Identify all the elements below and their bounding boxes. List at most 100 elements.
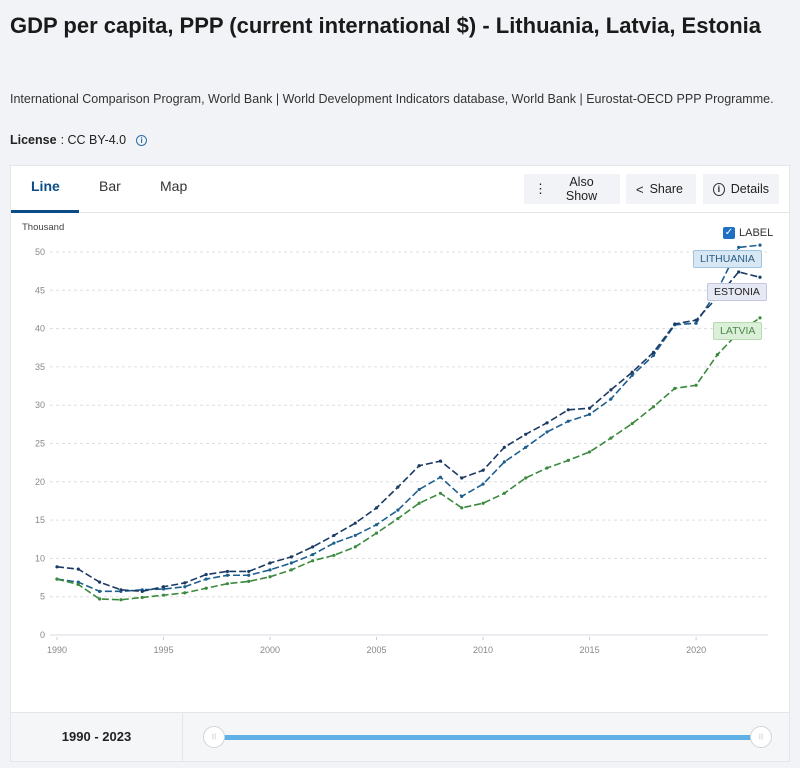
data-point-lithuania bbox=[481, 482, 485, 486]
data-point-latvia bbox=[183, 591, 187, 595]
data-point-latvia bbox=[438, 491, 443, 495]
tab-map[interactable]: Map bbox=[160, 178, 188, 194]
share-button[interactable]: < Share bbox=[626, 174, 696, 204]
y-tick-label: 30 bbox=[35, 400, 45, 410]
data-point-latvia bbox=[630, 421, 634, 426]
y-tick-labels: 0 5 10 15 20 25 30 35 40 45 50 bbox=[35, 247, 45, 640]
data-point-estonia bbox=[460, 476, 464, 480]
y-tick-label: 40 bbox=[35, 324, 45, 334]
data-point-lithuania bbox=[758, 243, 762, 247]
data-point-latvia bbox=[715, 353, 719, 357]
y-tick-label: 50 bbox=[35, 247, 45, 257]
license-value: : CC BY-4.0 bbox=[60, 133, 127, 147]
data-point-estonia bbox=[630, 370, 634, 374]
data-point-lithuania bbox=[161, 587, 166, 591]
chart-tabs: Line Bar Map ⋮ Also Show < Share i Detai… bbox=[11, 166, 789, 213]
details-label: Details bbox=[730, 182, 769, 196]
data-point-lithuania bbox=[524, 445, 528, 449]
year-range-text: 1990 - 2023 bbox=[11, 713, 183, 761]
data-point-latvia bbox=[587, 450, 592, 454]
data-point-estonia bbox=[332, 533, 336, 538]
data-point-estonia bbox=[737, 270, 741, 274]
data-point-latvia bbox=[140, 595, 144, 600]
data-point-latvia bbox=[98, 597, 102, 601]
series-line-latvia bbox=[56, 317, 761, 601]
data-point-latvia bbox=[545, 466, 549, 470]
details-button[interactable]: i Details bbox=[703, 174, 779, 204]
data-point-estonia bbox=[566, 408, 570, 412]
year-range-slider-track[interactable] bbox=[221, 735, 769, 740]
info-icon[interactable]: i bbox=[136, 134, 148, 146]
y-tick-label: 20 bbox=[35, 477, 45, 487]
data-point-estonia bbox=[119, 588, 123, 592]
tab-bar[interactable]: Bar bbox=[99, 178, 121, 194]
data-point-latvia bbox=[289, 568, 293, 572]
data-point-lithuania bbox=[737, 245, 741, 250]
data-point-latvia bbox=[225, 582, 230, 586]
active-tab-indicator bbox=[11, 210, 79, 213]
data-point-estonia bbox=[55, 565, 59, 569]
data-point-latvia bbox=[204, 586, 208, 590]
data-point-estonia bbox=[247, 569, 251, 574]
data-point-lithuania bbox=[609, 397, 613, 401]
data-point-estonia bbox=[311, 545, 315, 549]
label-toggle-text: LABEL bbox=[739, 227, 774, 239]
data-point-estonia bbox=[524, 432, 528, 436]
data-point-lithuania bbox=[289, 561, 293, 565]
label-toggle[interactable]: ✓ LABEL bbox=[723, 227, 773, 239]
data-point-lithuania bbox=[651, 353, 656, 358]
data-point-estonia bbox=[374, 506, 379, 510]
license-line: License : CC BY-4.0 i bbox=[10, 133, 148, 147]
x-tick-label: 2020 bbox=[686, 645, 706, 655]
data-point-lithuania bbox=[694, 321, 698, 325]
label-checkbox[interactable]: ✓ bbox=[723, 227, 735, 239]
data-point-lithuania bbox=[353, 533, 357, 538]
range-start-handle[interactable]: ||| bbox=[203, 726, 225, 748]
data-point-latvia bbox=[481, 501, 485, 505]
x-tick-label: 2000 bbox=[260, 645, 280, 655]
range-footer: 1990 - 2023 ||| ||| bbox=[10, 713, 790, 762]
series-line-lithuania bbox=[56, 244, 761, 593]
data-point-lithuania bbox=[438, 475, 443, 479]
also-show-label: Also Show bbox=[565, 175, 598, 203]
data-point-latvia bbox=[609, 436, 613, 440]
series-label-lithuania: LITHUANIA bbox=[693, 250, 762, 268]
x-tick-label: 2010 bbox=[473, 645, 493, 655]
data-point-latvia bbox=[524, 476, 528, 480]
data-point-lithuania bbox=[460, 494, 464, 498]
data-point-latvia bbox=[566, 458, 570, 462]
series-lines bbox=[55, 243, 762, 602]
more-vertical-icon: ⋮ bbox=[534, 181, 547, 196]
data-point-latvia bbox=[247, 579, 251, 583]
data-point-estonia bbox=[140, 589, 144, 593]
x-tick-label: 1990 bbox=[47, 645, 67, 655]
x-tick-label: 2015 bbox=[580, 645, 600, 655]
data-point-lithuania bbox=[566, 419, 570, 423]
data-point-estonia bbox=[673, 322, 677, 326]
data-point-estonia bbox=[98, 580, 102, 584]
data-point-estonia bbox=[161, 585, 166, 589]
series-label-latvia: LATVIA bbox=[713, 322, 763, 340]
data-point-lithuania bbox=[630, 373, 634, 377]
also-show-button[interactable]: ⋮ Also Show bbox=[524, 174, 620, 204]
gridlines bbox=[50, 251, 768, 636]
data-point-lithuania bbox=[247, 573, 251, 577]
data-point-estonia bbox=[353, 521, 357, 525]
data-point-lithuania bbox=[502, 460, 506, 464]
data-point-estonia bbox=[225, 569, 230, 574]
data-point-lithuania bbox=[332, 541, 336, 545]
tab-line[interactable]: Line bbox=[31, 178, 60, 194]
x-tick-labels: 1990 1995 2000 2005 2010 2015 2020 bbox=[47, 637, 706, 655]
range-end-handle[interactable]: ||| bbox=[750, 726, 772, 748]
data-point-estonia bbox=[76, 567, 80, 571]
data-point-lithuania bbox=[587, 412, 592, 416]
data-point-lithuania bbox=[417, 487, 421, 492]
data-point-lithuania bbox=[268, 568, 272, 572]
data-point-latvia bbox=[694, 383, 698, 387]
y-axis-unit-label: Thousand bbox=[22, 222, 64, 233]
y-tick-label: 25 bbox=[35, 439, 45, 449]
y-tick-label: 35 bbox=[35, 362, 45, 372]
data-point-estonia bbox=[758, 275, 762, 279]
data-point-estonia bbox=[545, 421, 549, 425]
